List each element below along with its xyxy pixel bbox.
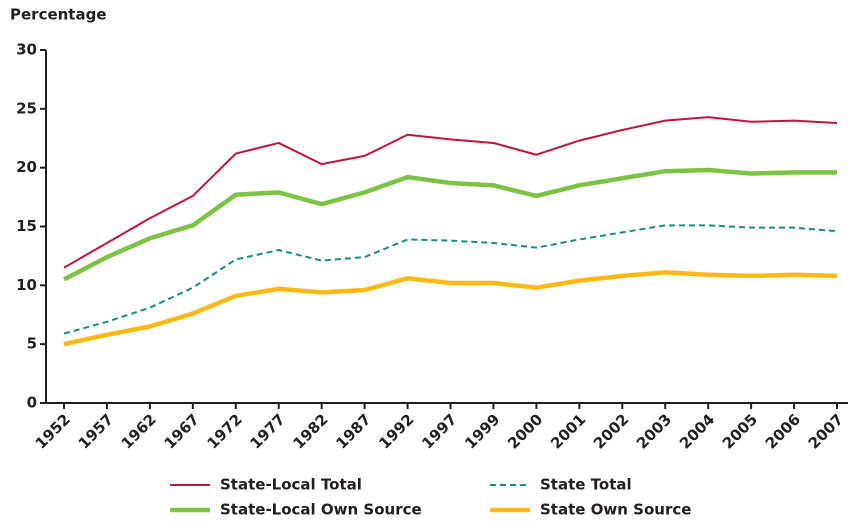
legend-label: State-Local Own Source <box>220 501 422 519</box>
series-line <box>63 270 838 347</box>
legend-label: State Own Source <box>540 501 691 519</box>
y-tick-label: 20 <box>16 158 37 176</box>
series-line <box>63 116 838 269</box>
y-tick-label: 15 <box>16 217 37 235</box>
x-tick-label: 2005 <box>719 410 761 452</box>
x-tick-label: 1999 <box>461 410 503 452</box>
x-tick-label: 1982 <box>289 410 331 452</box>
x-tick-label: 2004 <box>676 410 718 452</box>
legend-label: State-Local Total <box>220 476 362 494</box>
y-tick-label: 0 <box>27 394 37 412</box>
x-tick-label: 1997 <box>418 410 460 452</box>
y-tick-label: 5 <box>27 335 37 353</box>
series-line <box>62 167 837 282</box>
x-tick-label: 1967 <box>161 410 203 452</box>
x-tick-label: 1952 <box>32 410 74 452</box>
x-tick-label: 1957 <box>75 410 117 452</box>
y-axis-label: Percentage <box>10 6 107 24</box>
y-tick-label: 10 <box>16 276 37 294</box>
x-tick-label: 1977 <box>246 410 288 452</box>
x-tick-label: 2000 <box>504 410 546 452</box>
legend-label: State Total <box>540 476 632 494</box>
x-tick-label: 2003 <box>633 410 675 452</box>
y-tick-label: 30 <box>16 41 37 59</box>
x-tick-label: 2006 <box>762 410 804 452</box>
x-tick-label: 1972 <box>204 410 246 452</box>
x-tick-label: 2002 <box>590 410 632 452</box>
x-tick-label: 2001 <box>547 410 589 452</box>
x-tick-label: 2007 <box>805 410 847 452</box>
y-tick-label: 25 <box>16 99 37 117</box>
x-tick-label: 1962 <box>118 410 160 452</box>
x-tick-label: 1992 <box>375 410 417 452</box>
x-tick-label: 1987 <box>332 410 374 452</box>
